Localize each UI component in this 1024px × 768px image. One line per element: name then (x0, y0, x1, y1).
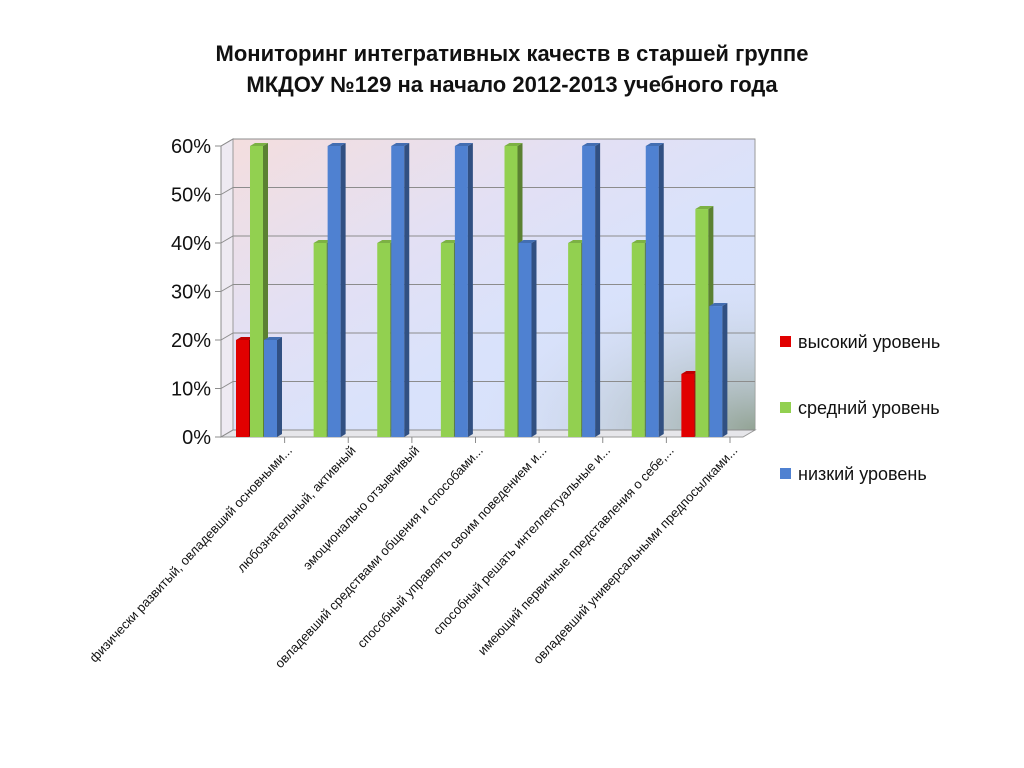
y-axis-tick-label: 10% (171, 379, 211, 401)
legend-item: средний уровень (780, 398, 940, 419)
bar-front (327, 146, 341, 437)
legend-item: низкий уровень (780, 464, 927, 485)
y-axis-tick-label: 20% (171, 330, 211, 352)
bar (582, 143, 601, 437)
chart-title-line-1: Мониторинг интегративных качеств в старш… (215, 41, 809, 66)
bar-front (568, 243, 582, 437)
x-axis-tick-label: любознательный, активный (234, 443, 359, 575)
bar (695, 206, 714, 437)
legend-swatch (780, 468, 791, 479)
x-axis-tick-labels: физически развитый, овладевший основными… (86, 443, 740, 671)
bars (236, 143, 728, 437)
bar-top (236, 337, 254, 340)
bar-side (658, 143, 664, 437)
bar-top (440, 240, 459, 243)
bar-front (391, 146, 405, 437)
legend-label: средний уровень (798, 398, 940, 418)
bar (645, 143, 664, 437)
bar-top (645, 143, 664, 146)
y-axis-tick-label: 0% (182, 427, 211, 449)
x-axis-tick-label: эмоционально отзывчивый (300, 443, 423, 573)
bar-front (440, 243, 454, 437)
bar-side (595, 143, 601, 437)
bar (391, 143, 410, 437)
bar-top (454, 143, 473, 146)
bar-top (250, 143, 268, 146)
bar (709, 303, 728, 437)
bar-front (454, 146, 468, 437)
y-axis-tick-label: 50% (171, 185, 211, 207)
bar-side (531, 240, 537, 437)
bar-top (631, 240, 650, 243)
bar (264, 337, 282, 437)
bar-top (264, 337, 282, 340)
y-axis-tick-label: 30% (171, 282, 211, 304)
bar-front (377, 243, 391, 437)
bar-top (681, 370, 700, 374)
y-axis-tick-label: 40% (171, 233, 211, 255)
plot-floor (219, 429, 757, 438)
bar-side (404, 143, 410, 437)
bar-top (313, 240, 332, 243)
plot-area (219, 138, 757, 438)
bar-top (391, 143, 410, 146)
bar (454, 143, 473, 437)
bar-front (313, 243, 327, 437)
bar-front (518, 243, 532, 437)
bar-side (467, 143, 473, 437)
bar-front (236, 340, 249, 437)
bar-front (631, 243, 645, 437)
bar-front (250, 146, 263, 437)
bar-top (377, 240, 396, 243)
bar (518, 240, 537, 437)
bar-top (695, 206, 714, 210)
bar-front (582, 146, 596, 437)
legend-swatch (780, 336, 791, 347)
bar (327, 143, 346, 437)
bar-front (681, 373, 695, 437)
bar-top (518, 240, 537, 243)
legend-label: низкий уровень (798, 464, 927, 484)
bar-side (340, 143, 346, 437)
y-axis-tick-labels: 0% 10% 20% 30% 40% 50% 60% (171, 136, 211, 449)
bar-top (327, 143, 346, 146)
gridline (220, 138, 755, 147)
legend-swatch (780, 402, 791, 413)
bar-side (277, 337, 282, 437)
bar-front (264, 340, 277, 437)
bar-front (695, 209, 709, 437)
chart-title: Мониторинг интегративных качеств в старш… (0, 38, 1024, 100)
bar-top (582, 143, 601, 146)
bar-side (722, 303, 728, 437)
bar-top (504, 143, 523, 146)
bar-front (645, 146, 659, 437)
gridline (220, 235, 755, 244)
bar-top (709, 303, 728, 307)
bar-top (568, 240, 587, 243)
legend-label: высокий уровень (798, 332, 941, 352)
bar-front (709, 306, 723, 437)
chart-title-line-2: МКДОУ №129 на начало 2012-2013 учебного … (246, 72, 778, 97)
bar-front (504, 146, 518, 437)
gridline (220, 187, 755, 195)
y-axis-tick-label: 60% (171, 136, 211, 158)
legend-item: высокий уровень (780, 332, 940, 353)
